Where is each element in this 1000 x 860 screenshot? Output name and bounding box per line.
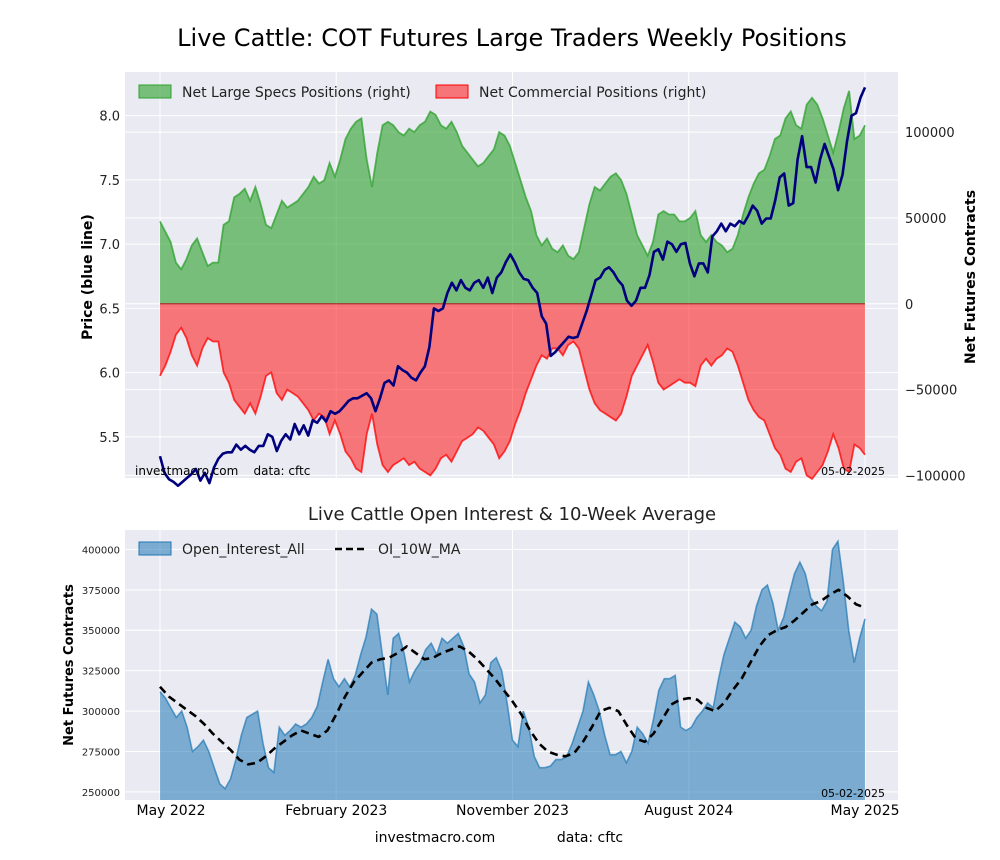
price-line (158, 86, 867, 487)
open-interest-y-ticks: 250000 275000 300000 325000 350000 375000 4000… (82, 545, 120, 799)
open-interest-tick-label: 325000 (82, 667, 120, 678)
positions-legend: Net Large Specs Positions (right) Net Co… (138, 84, 706, 101)
legend-label-oi-ma: OI_10W_MA (378, 542, 461, 558)
price-axis-ticks: 5.5 6.0 6.5 7.0 7.5 8.0 (99, 110, 120, 446)
date-tick-label: August 2024 (644, 803, 733, 819)
legend-swatch-open-interest (138, 541, 172, 556)
open-interest-area (160, 541, 865, 800)
price-tick-label: 6.5 (99, 302, 120, 317)
legend-swatch-large-specs (138, 84, 172, 99)
open-interest-title: Live Cattle Open Interest & 10-Week Aver… (308, 504, 716, 525)
legend-label-large-specs: Net Large Specs Positions (right) (182, 85, 411, 101)
price-tick-label: 7.5 (99, 174, 120, 189)
commercial-line (159, 326, 866, 481)
contracts-axis-label: Net Futures Contracts (963, 190, 979, 364)
contracts-tick-label: 100000 (905, 126, 955, 141)
large-specs-line (159, 90, 866, 272)
price-tick-label: 5.5 (99, 431, 120, 446)
contracts-tick-label: 0 (905, 298, 913, 313)
open-interest-tick-label: 400000 (82, 545, 120, 556)
open-interest-date-stamp: 05-02-2025 (821, 787, 885, 800)
price-axis-label: Price (blue line) (80, 214, 96, 340)
price-tick-label: 8.0 (99, 110, 120, 125)
open-interest-series (159, 539, 866, 800)
legend-label-open-interest: Open_Interest_All (182, 542, 305, 558)
date-tick-label: February 2023 (285, 803, 387, 819)
open-interest-line (159, 539, 866, 790)
oi-moving-average-line (159, 588, 866, 766)
large-specs-area (160, 90, 865, 304)
positions-watermark: investmacro.com data: cftc (135, 464, 310, 478)
positions-date-stamp: 05-02-2025 (821, 465, 885, 478)
date-tick-label: May 2022 (136, 803, 205, 819)
footer-data-source: data: cftc (557, 830, 623, 846)
figure-title: Live Cattle: COT Futures Large Traders W… (177, 24, 847, 52)
positions-areas (158, 86, 867, 487)
open-interest-axis-label: Net Futures Contracts (62, 584, 77, 746)
date-axis-ticks: May 2022 February 2023 November 2023 August… (136, 803, 899, 819)
date-tick-label: November 2023 (456, 803, 569, 819)
legend-label-commercial: Net Commercial Positions (right) (479, 85, 706, 101)
commercial-area (160, 303, 865, 479)
date-tick-label: May 2025 (830, 803, 899, 819)
contracts-tick-label: −100000 (905, 469, 966, 484)
contracts-axis-ticks: −100000 −50000 0 50000 100000 (905, 126, 966, 484)
open-interest-chart: Live Cattle Open Interest & 10-Week Aver… (62, 504, 900, 819)
footer-site: investmacro.com (375, 830, 495, 846)
open-interest-tick-label: 300000 (82, 707, 120, 718)
positions-chart: 5.5 6.0 6.5 7.0 7.5 8.0 −100000 −50000 0 50000 10… (80, 72, 979, 487)
open-interest-tick-label: 250000 (82, 788, 120, 799)
contracts-tick-label: 50000 (905, 212, 946, 227)
open-interest-legend: Open_Interest_All OI_10W_MA (138, 541, 461, 558)
open-interest-tick-label: 350000 (82, 626, 120, 637)
contracts-tick-label: −50000 (905, 384, 957, 399)
open-interest-tick-label: 275000 (82, 747, 120, 758)
legend-swatch-commercial (435, 84, 469, 99)
price-tick-label: 6.0 (99, 367, 120, 382)
open-interest-tick-label: 375000 (82, 586, 120, 597)
price-tick-label: 7.0 (99, 238, 120, 253)
